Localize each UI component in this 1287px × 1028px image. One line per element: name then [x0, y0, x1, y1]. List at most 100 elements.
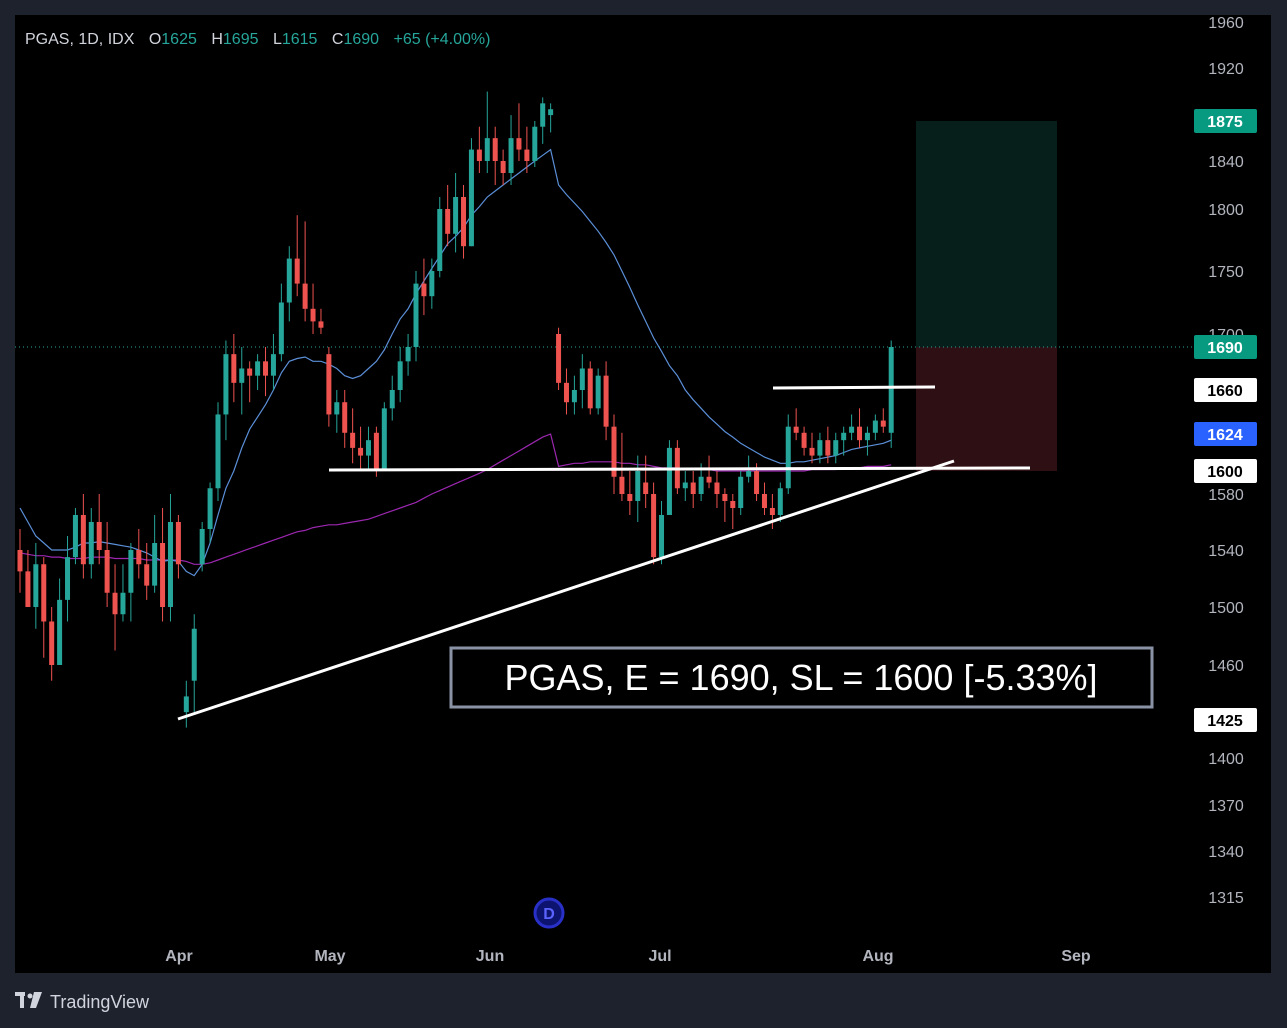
- candle-body: [334, 402, 340, 415]
- candle-body: [524, 149, 530, 161]
- price-badge: [1194, 708, 1257, 732]
- candle-body: [635, 471, 641, 501]
- candle-body: [761, 494, 767, 508]
- candle-body: [738, 476, 744, 508]
- y-axis-tick-label: 1400: [1208, 751, 1244, 768]
- candle-body: [468, 149, 474, 247]
- candle-body: [611, 426, 617, 477]
- candle-body: [263, 361, 269, 376]
- legend-low-value: 1615: [282, 31, 318, 48]
- candle-body: [191, 628, 197, 681]
- y-axis-tick-label: 1500: [1208, 600, 1244, 617]
- candle-body: [207, 488, 213, 529]
- candle-body: [595, 375, 601, 409]
- x-axis-tick-label: Apr: [165, 948, 193, 965]
- candle-body: [651, 494, 657, 558]
- ascending-trendline: [177, 459, 955, 721]
- candle-body: [476, 149, 482, 161]
- price-badge: [1194, 422, 1257, 446]
- candle-body: [556, 334, 562, 383]
- candle-body: [698, 476, 704, 494]
- chart-canvas[interactable]: 1960192018401800175017001580154015001460…: [15, 15, 1271, 973]
- annotation-box[interactable]: [449, 646, 1154, 709]
- target-zone: [916, 121, 1057, 347]
- candle-body: [777, 488, 783, 515]
- candle-body: [152, 543, 158, 586]
- candle-body: [358, 447, 364, 456]
- y-axis-tick-label: 1540: [1208, 543, 1244, 560]
- candle-body: [445, 209, 451, 234]
- price-badge-label: 1875: [1207, 114, 1243, 131]
- chart-frame[interactable]: 1960192018401800175017001580154015001460…: [15, 15, 1271, 973]
- candle-body: [278, 302, 284, 355]
- y-axis-tick-label: 1340: [1208, 844, 1244, 861]
- x-axis-tick-label: Jul: [648, 948, 671, 965]
- candle-body: [603, 375, 609, 427]
- tradingview-footer[interactable]: TradingView: [15, 989, 149, 1015]
- candle-body: [872, 420, 878, 433]
- candle-body: [627, 494, 633, 501]
- candle-body: [112, 592, 118, 615]
- candle-body: [104, 550, 110, 593]
- candle-body: [223, 354, 229, 415]
- candle-body: [706, 476, 712, 483]
- candle-body: [25, 571, 31, 607]
- candle-body: [540, 103, 546, 127]
- candle-body: [33, 564, 39, 607]
- candle-body: [793, 426, 799, 433]
- candle-body: [817, 440, 823, 456]
- price-badge: [1194, 378, 1257, 402]
- candle-body: [350, 432, 356, 448]
- candle-body: [563, 382, 569, 403]
- candle-body: [429, 271, 435, 297]
- candle-body: [484, 138, 490, 161]
- candle-body: [88, 522, 94, 565]
- y-axis-tick-label: 1580: [1208, 487, 1244, 504]
- legend-close-value: 1690: [343, 31, 379, 48]
- candle-body: [294, 258, 300, 284]
- event-marker-icon[interactable]: [533, 897, 565, 929]
- candle-body: [809, 447, 815, 456]
- candle-body: [318, 321, 324, 328]
- x-axis-tick-label: Aug: [862, 948, 893, 965]
- candle-body: [437, 209, 443, 271]
- candle-body: [532, 126, 538, 161]
- candle-body: [17, 550, 23, 572]
- legend-high-value: 1695: [223, 31, 259, 48]
- legend-high-label: H: [211, 31, 223, 48]
- candle-body: [72, 515, 78, 558]
- candle-body: [326, 354, 332, 415]
- candle-body: [247, 368, 253, 376]
- resistance-line: [772, 385, 936, 390]
- candle-body: [255, 361, 261, 376]
- price-badge-label: 1690: [1207, 340, 1243, 357]
- ema-slow-line: [19, 433, 892, 565]
- y-axis-tick-label: 1920: [1208, 61, 1244, 78]
- tradingview-brand: TradingView: [50, 991, 150, 1012]
- stop-zone: [916, 347, 1057, 471]
- candle-body: [160, 543, 166, 607]
- candle-body: [65, 557, 71, 600]
- candle-body: [215, 414, 221, 489]
- candle-body: [310, 308, 316, 322]
- candle-body: [80, 515, 86, 565]
- tradingview-logo-icon: [15, 991, 43, 1013]
- candle-body: [405, 347, 411, 362]
- candle-body: [833, 440, 839, 456]
- candle-body: [516, 138, 522, 150]
- candle-body: [579, 368, 585, 390]
- candle-body: [825, 440, 831, 456]
- x-axis-tick-label: Sep: [1061, 948, 1091, 965]
- candle-body: [785, 426, 791, 489]
- candle-body: [239, 368, 245, 383]
- candle-body: [666, 447, 672, 515]
- price-badge-label: 1600: [1207, 464, 1243, 481]
- candle-body: [144, 564, 150, 586]
- annotation-text: PGAS, E = 1690, SL = 1600 [-5.33%]: [504, 657, 1097, 698]
- candle-body: [746, 471, 752, 477]
- y-axis-tick-label: 1840: [1208, 154, 1244, 171]
- candle-body: [302, 283, 308, 309]
- legend-close-label: C: [332, 31, 344, 48]
- candle-body: [128, 550, 134, 593]
- candle-body: [714, 482, 720, 494]
